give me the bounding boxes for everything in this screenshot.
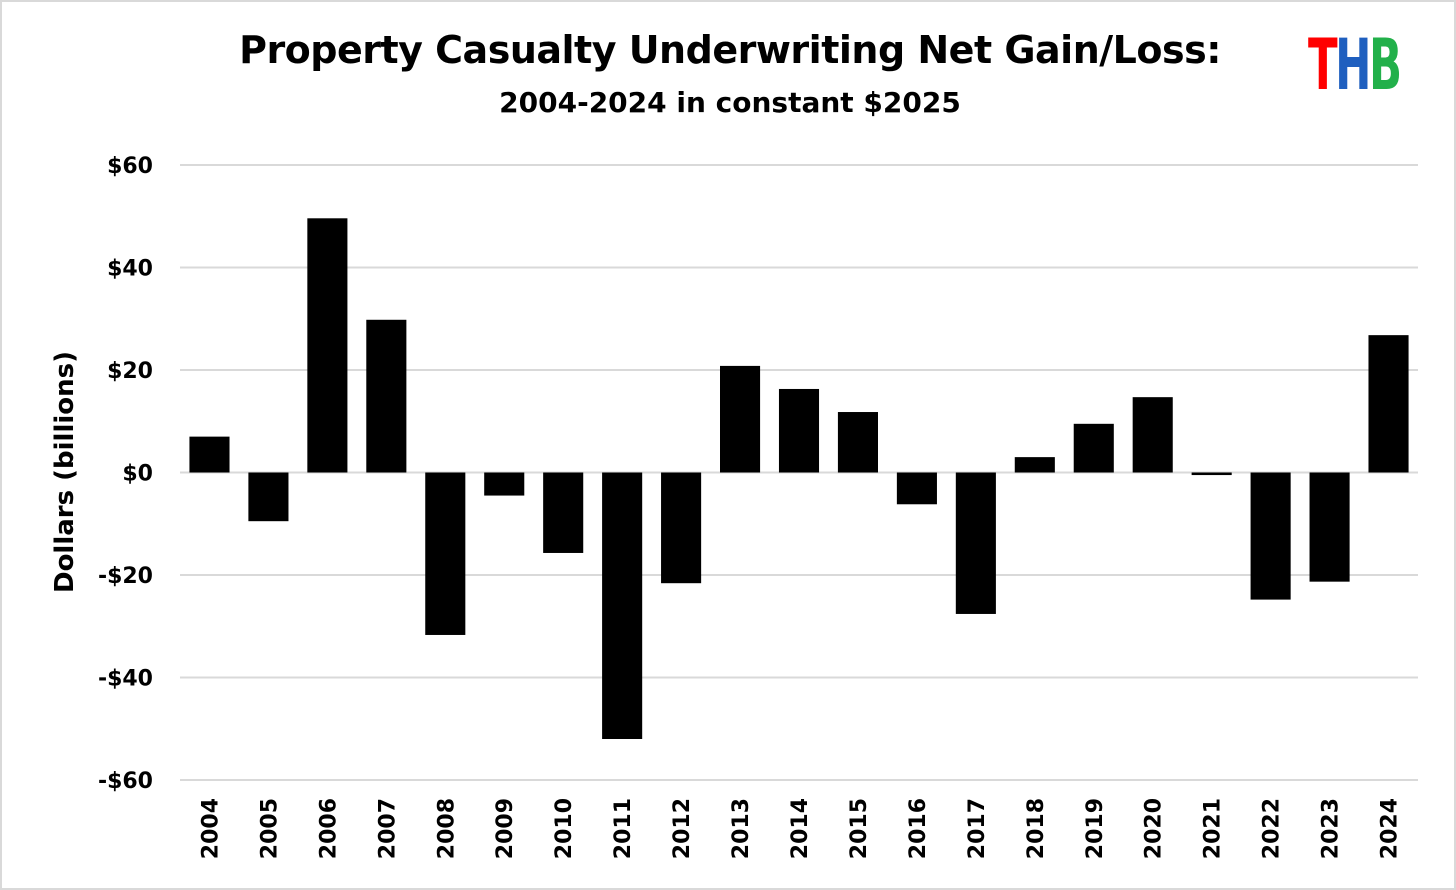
x-tick-label-2015: 2015: [847, 798, 872, 859]
y-tick-label: $0: [122, 462, 153, 487]
x-tick-label-2008: 2008: [434, 798, 459, 859]
x-tick-label-2024: 2024: [1378, 798, 1403, 859]
logo-letter-h: H: [1335, 24, 1371, 106]
bars: [189, 218, 1409, 739]
bar-2004: [189, 436, 230, 473]
x-tick-label-2011: 2011: [611, 798, 636, 859]
chart-title: Property Casualty Underwriting Net Gain/…: [239, 28, 1221, 72]
bar-2012: [661, 472, 702, 584]
bar-2020: [1132, 397, 1173, 473]
bar-2009: [484, 472, 525, 496]
bar-2013: [720, 365, 761, 473]
x-tick-label-2018: 2018: [1024, 798, 1049, 859]
x-tick-label-2021: 2021: [1201, 798, 1226, 859]
bar-2021: [1191, 472, 1232, 476]
y-tick-label: -$40: [98, 667, 153, 692]
bar-2018: [1014, 457, 1055, 473]
x-tick-label-2007: 2007: [375, 798, 400, 859]
x-tick-label-2022: 2022: [1260, 798, 1285, 859]
logo-letter-t: T: [1308, 24, 1338, 106]
x-tick-label-2005: 2005: [257, 798, 282, 859]
bar-2022: [1250, 472, 1291, 600]
x-tick-label-2004: 2004: [198, 798, 223, 859]
y-tick-label: -$20: [98, 564, 153, 589]
bar-2016: [896, 472, 937, 505]
x-tick-label-2012: 2012: [670, 798, 695, 859]
y-tick-label: -$60: [98, 769, 153, 794]
bar-2014: [778, 388, 820, 473]
bar-2024: [1368, 335, 1409, 473]
x-tick-label-2006: 2006: [316, 798, 341, 859]
x-tick-label-2020: 2020: [1142, 798, 1167, 859]
thb-logo: THB: [1308, 30, 1402, 100]
x-tick-label-2014: 2014: [788, 798, 813, 859]
bar-2007: [366, 319, 407, 473]
bar-2011: [602, 472, 643, 739]
x-tick-label-2023: 2023: [1319, 798, 1344, 859]
x-tick-label-2017: 2017: [965, 798, 990, 859]
y-tick-label: $20: [107, 359, 153, 384]
bar-2019: [1073, 423, 1114, 473]
logo-letter-b: B: [1368, 24, 1402, 106]
x-tick-label-2016: 2016: [906, 798, 931, 859]
bar-2023: [1309, 472, 1350, 582]
x-tick-label-2019: 2019: [1083, 798, 1108, 859]
x-tick-label-2010: 2010: [552, 798, 577, 859]
y-axis-label: Dollars (billions): [50, 351, 80, 593]
x-tick-label-2013: 2013: [729, 798, 754, 859]
bar-2006: [307, 218, 348, 473]
y-tick-label: $60: [107, 154, 153, 179]
bar-2008: [425, 472, 466, 635]
chart-subtitle: 2004-2024 in constant $2025: [499, 86, 961, 119]
bar-2005: [248, 472, 289, 522]
bar-2010: [543, 472, 584, 553]
x-axis-ticks: 2004 2005 2006 2007 2008 2009 2010 2011 2012 2013…: [198, 798, 1402, 859]
x-tick-label-2009: 2009: [493, 798, 518, 859]
bar-2015: [837, 412, 878, 473]
y-tick-label: $40: [107, 257, 153, 282]
y-axis-ticks: $60 $40 $20 $0 -$20 -$40 -$60: [98, 154, 153, 794]
bar-2017: [955, 472, 996, 614]
